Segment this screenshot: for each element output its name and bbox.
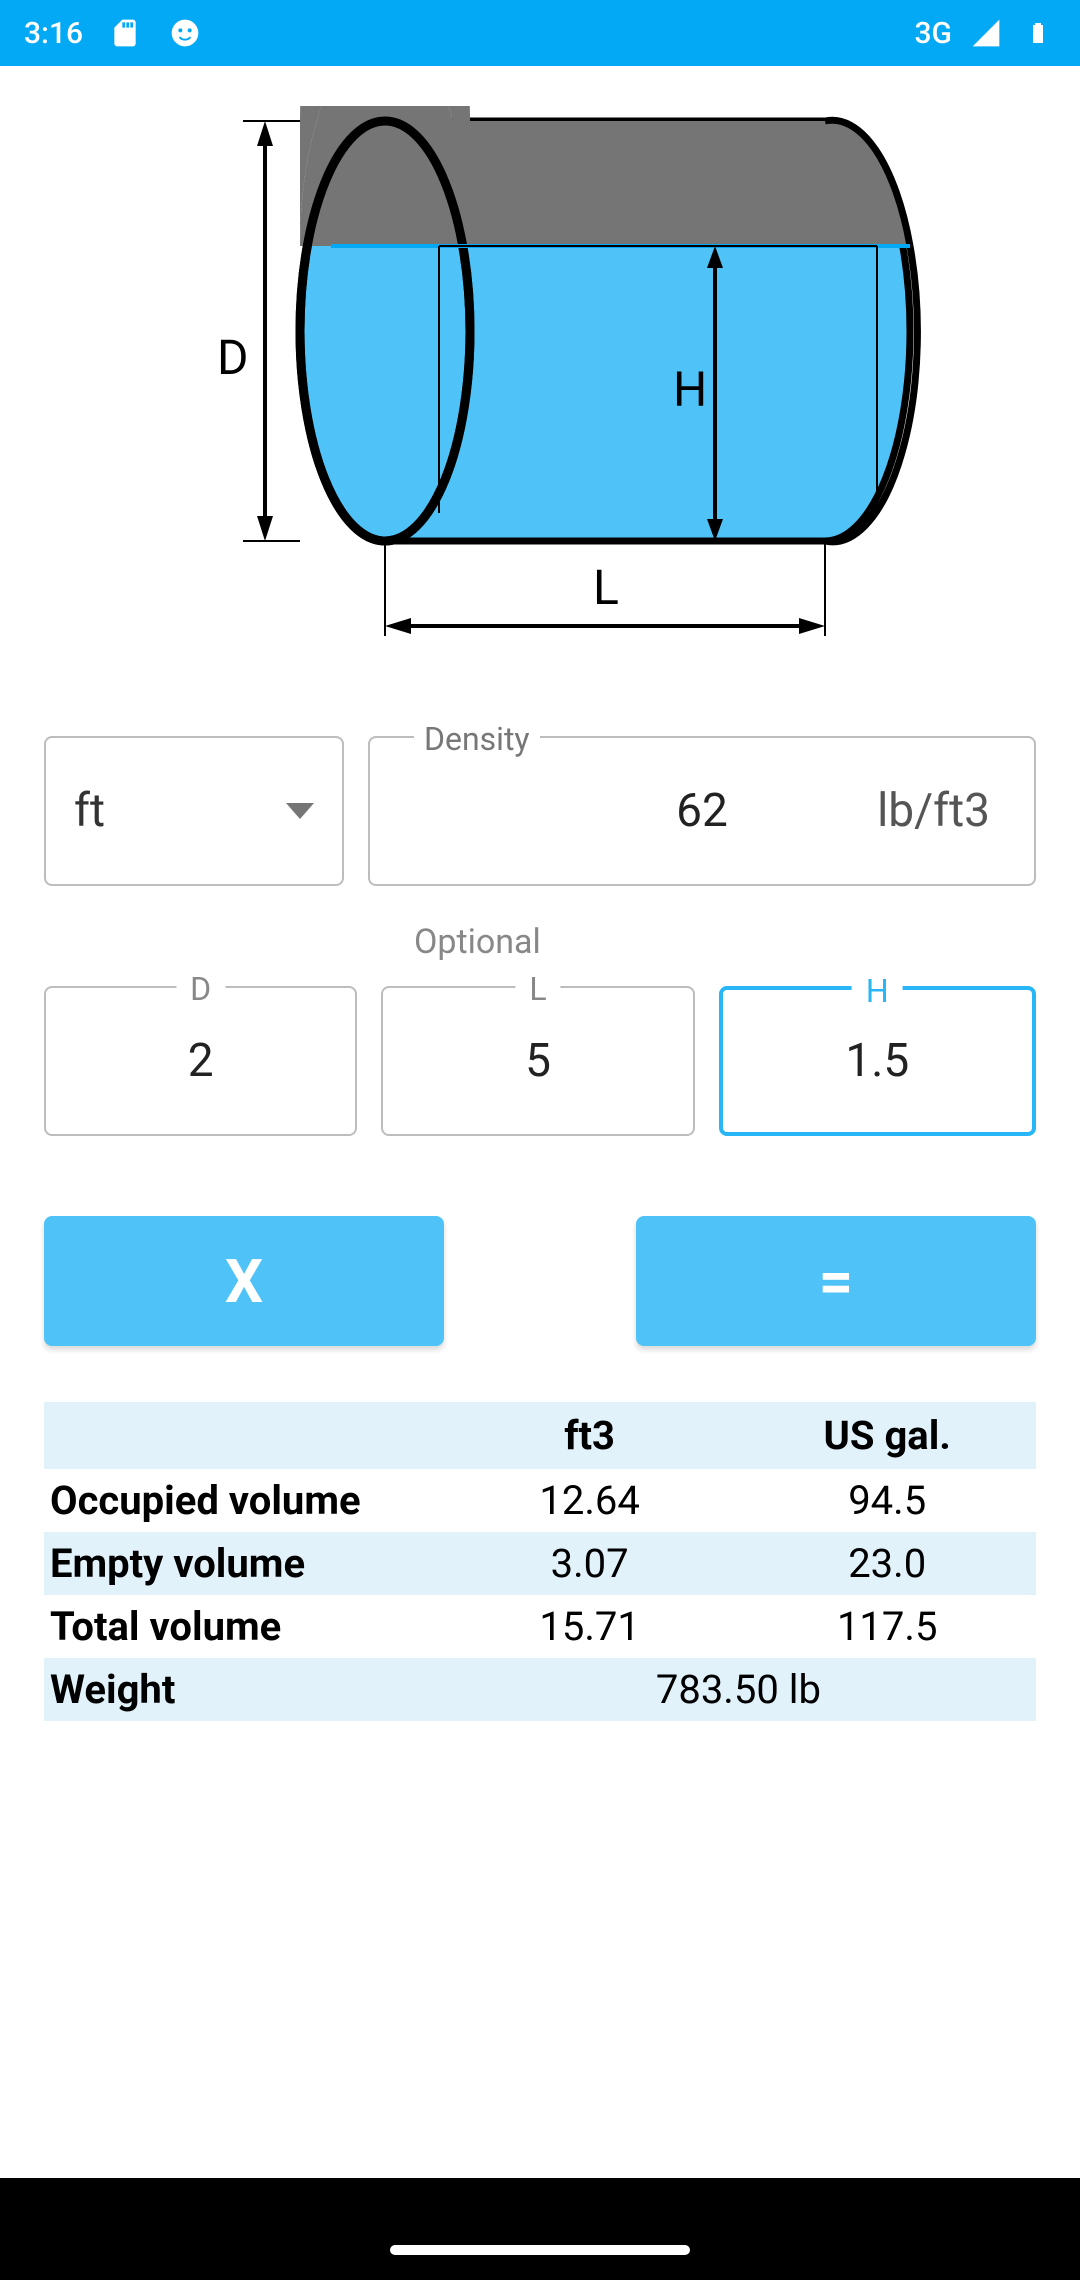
row-ft3: 3.07 bbox=[441, 1532, 739, 1595]
diagram-h-label: H bbox=[673, 361, 707, 418]
status-bar: 3:16 3G bbox=[0, 0, 1080, 66]
density-label: Density bbox=[414, 720, 540, 758]
status-network: 3G bbox=[915, 16, 953, 51]
results-header-blank bbox=[44, 1402, 441, 1469]
button-row: X = bbox=[44, 1216, 1036, 1346]
row-gal: 94.5 bbox=[738, 1469, 1036, 1532]
row-gal: 23.0 bbox=[738, 1532, 1036, 1595]
clear-button[interactable]: X bbox=[44, 1216, 444, 1346]
unit-select-value: ft bbox=[74, 784, 105, 838]
row-label: Total volume bbox=[44, 1595, 441, 1658]
table-row: Empty volume 3.07 23.0 bbox=[44, 1532, 1036, 1595]
results-header-row: ft3 US gal. bbox=[44, 1402, 1036, 1469]
clear-button-label: X bbox=[225, 1246, 263, 1317]
row-label: Occupied volume bbox=[44, 1469, 441, 1532]
diagram-l-label: L bbox=[593, 559, 619, 616]
row-gal: 117.5 bbox=[738, 1595, 1036, 1658]
face-icon bbox=[167, 15, 203, 51]
sd-card-icon bbox=[107, 15, 143, 51]
dim-l-field[interactable]: L 5 bbox=[381, 986, 694, 1136]
dim-l-value: 5 bbox=[525, 1034, 551, 1088]
weight-value: 783.50 lb bbox=[441, 1658, 1036, 1721]
calculate-button-label: = bbox=[819, 1246, 853, 1317]
status-bar-left: 3:16 bbox=[24, 15, 203, 51]
row-dimensions: D 2 L 5 H 1.5 bbox=[44, 986, 1036, 1136]
row-unit-density: ft Density 62 lb/ft3 bbox=[44, 736, 1036, 886]
density-field[interactable]: Density 62 lb/ft3 bbox=[368, 736, 1036, 886]
screen: 3:16 3G bbox=[0, 0, 1080, 2280]
row-ft3: 15.71 bbox=[441, 1595, 739, 1658]
row-label: Empty volume bbox=[44, 1532, 441, 1595]
dim-d-field[interactable]: D 2 bbox=[44, 986, 357, 1136]
table-row: Total volume 15.71 117.5 bbox=[44, 1595, 1036, 1658]
cylinder-diagram-svg: H D L bbox=[125, 106, 955, 696]
cylinder-diagram: H D L bbox=[44, 66, 1036, 716]
content: H D L ft Density 62 bbox=[0, 66, 1080, 2178]
signal-icon bbox=[968, 15, 1004, 51]
dim-h-value: 1.5 bbox=[845, 1034, 909, 1088]
dim-h-field[interactable]: H 1.5 bbox=[719, 986, 1036, 1136]
results-table: ft3 US gal. Occupied volume 12.64 94.5 E… bbox=[44, 1402, 1036, 1721]
dropdown-icon bbox=[286, 803, 314, 819]
dim-d-value: 2 bbox=[188, 1034, 214, 1088]
battery-icon bbox=[1020, 15, 1056, 51]
unit-select[interactable]: ft bbox=[44, 736, 344, 886]
density-value: 62 bbox=[676, 784, 728, 838]
optional-label: Optional bbox=[44, 922, 1036, 962]
results-header-ft3: ft3 bbox=[441, 1402, 739, 1469]
dim-d-label: D bbox=[176, 970, 225, 1008]
results-header-gal: US gal. bbox=[738, 1402, 1036, 1469]
status-time: 3:16 bbox=[24, 16, 83, 51]
calculate-button[interactable]: = bbox=[636, 1216, 1036, 1346]
dim-h-label: H bbox=[852, 972, 903, 1010]
status-bar-right: 3G bbox=[915, 15, 1057, 51]
table-row: Occupied volume 12.64 94.5 bbox=[44, 1469, 1036, 1532]
row-ft3: 12.64 bbox=[441, 1469, 739, 1532]
dim-l-label: L bbox=[515, 970, 560, 1008]
table-row-weight: Weight 783.50 lb bbox=[44, 1658, 1036, 1721]
nav-pill[interactable] bbox=[390, 2245, 690, 2255]
bottom-black-bar bbox=[0, 2178, 1080, 2220]
density-unit: lb/ft3 bbox=[877, 784, 990, 838]
nav-bar bbox=[0, 2220, 1080, 2280]
diagram-d-label: D bbox=[217, 329, 249, 386]
weight-label: Weight bbox=[44, 1658, 441, 1721]
